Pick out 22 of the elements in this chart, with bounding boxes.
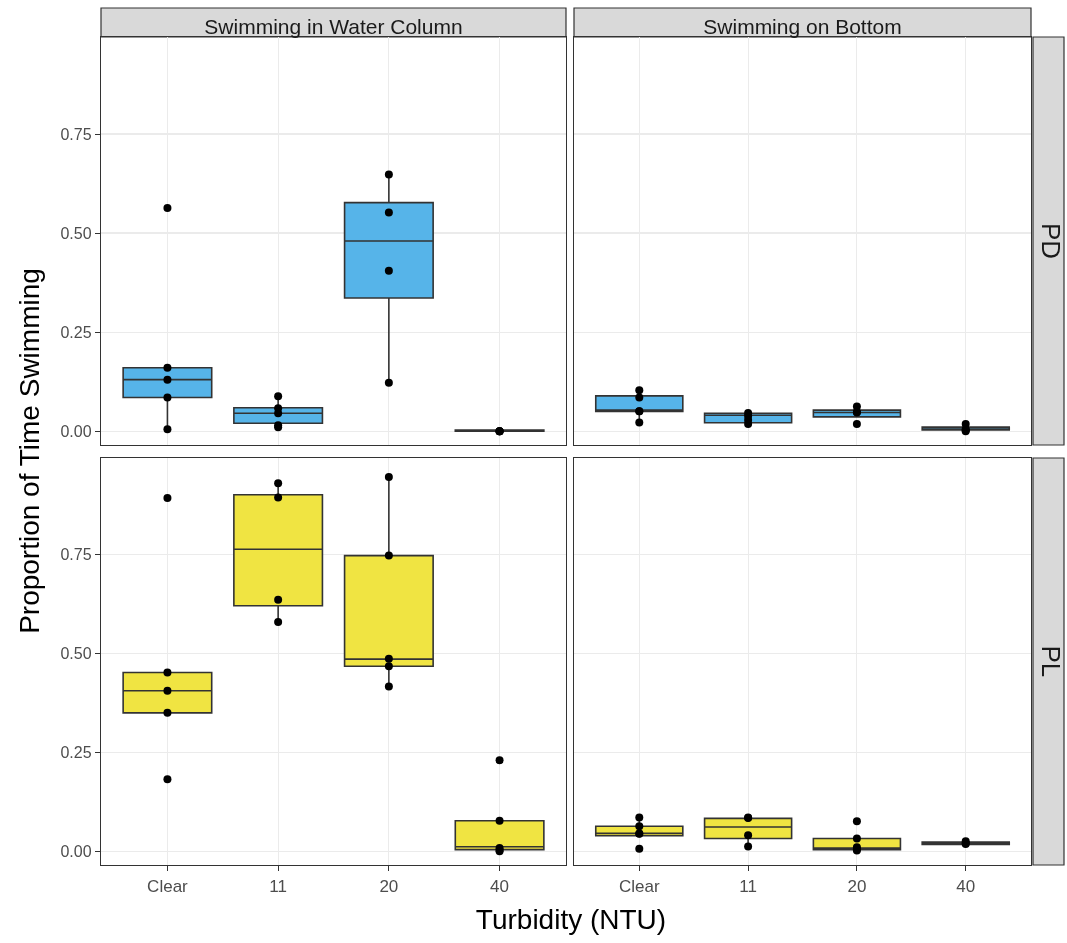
y-tick-label: 0.00 [60, 842, 92, 860]
x-tick-label: 20 [379, 876, 399, 896]
y-tick-label: 0.75 [60, 546, 92, 564]
x-tick-label: 40 [956, 876, 976, 896]
x-tick-label: 20 [847, 876, 867, 896]
x-tick-label: Clear [618, 876, 660, 896]
y-tick-label: 0.25 [60, 323, 92, 341]
chart-title: Swimming on Bottom [703, 15, 902, 38]
text: PL [1035, 645, 1066, 678]
chart-title: Swimming in Water Column [204, 15, 463, 38]
x-tick-label: Clear [147, 876, 189, 896]
y-tick-label: 0.00 [60, 422, 92, 440]
x-axis-title: Turbidity (NTU) [475, 904, 667, 936]
x-tick-label: 11 [739, 876, 757, 896]
text: PD [1036, 223, 1066, 260]
y-tick-label: 0.75 [60, 125, 92, 143]
y-axis-title: Proportion of Time Swimming [14, 268, 46, 634]
y-tick-label: 0.50 [60, 645, 92, 663]
y-tick-label: 0.50 [60, 224, 92, 242]
x-tick-label: 40 [490, 876, 510, 896]
y-tick-label: 0.25 [60, 743, 92, 761]
x-tick-label: 11 [269, 876, 287, 896]
